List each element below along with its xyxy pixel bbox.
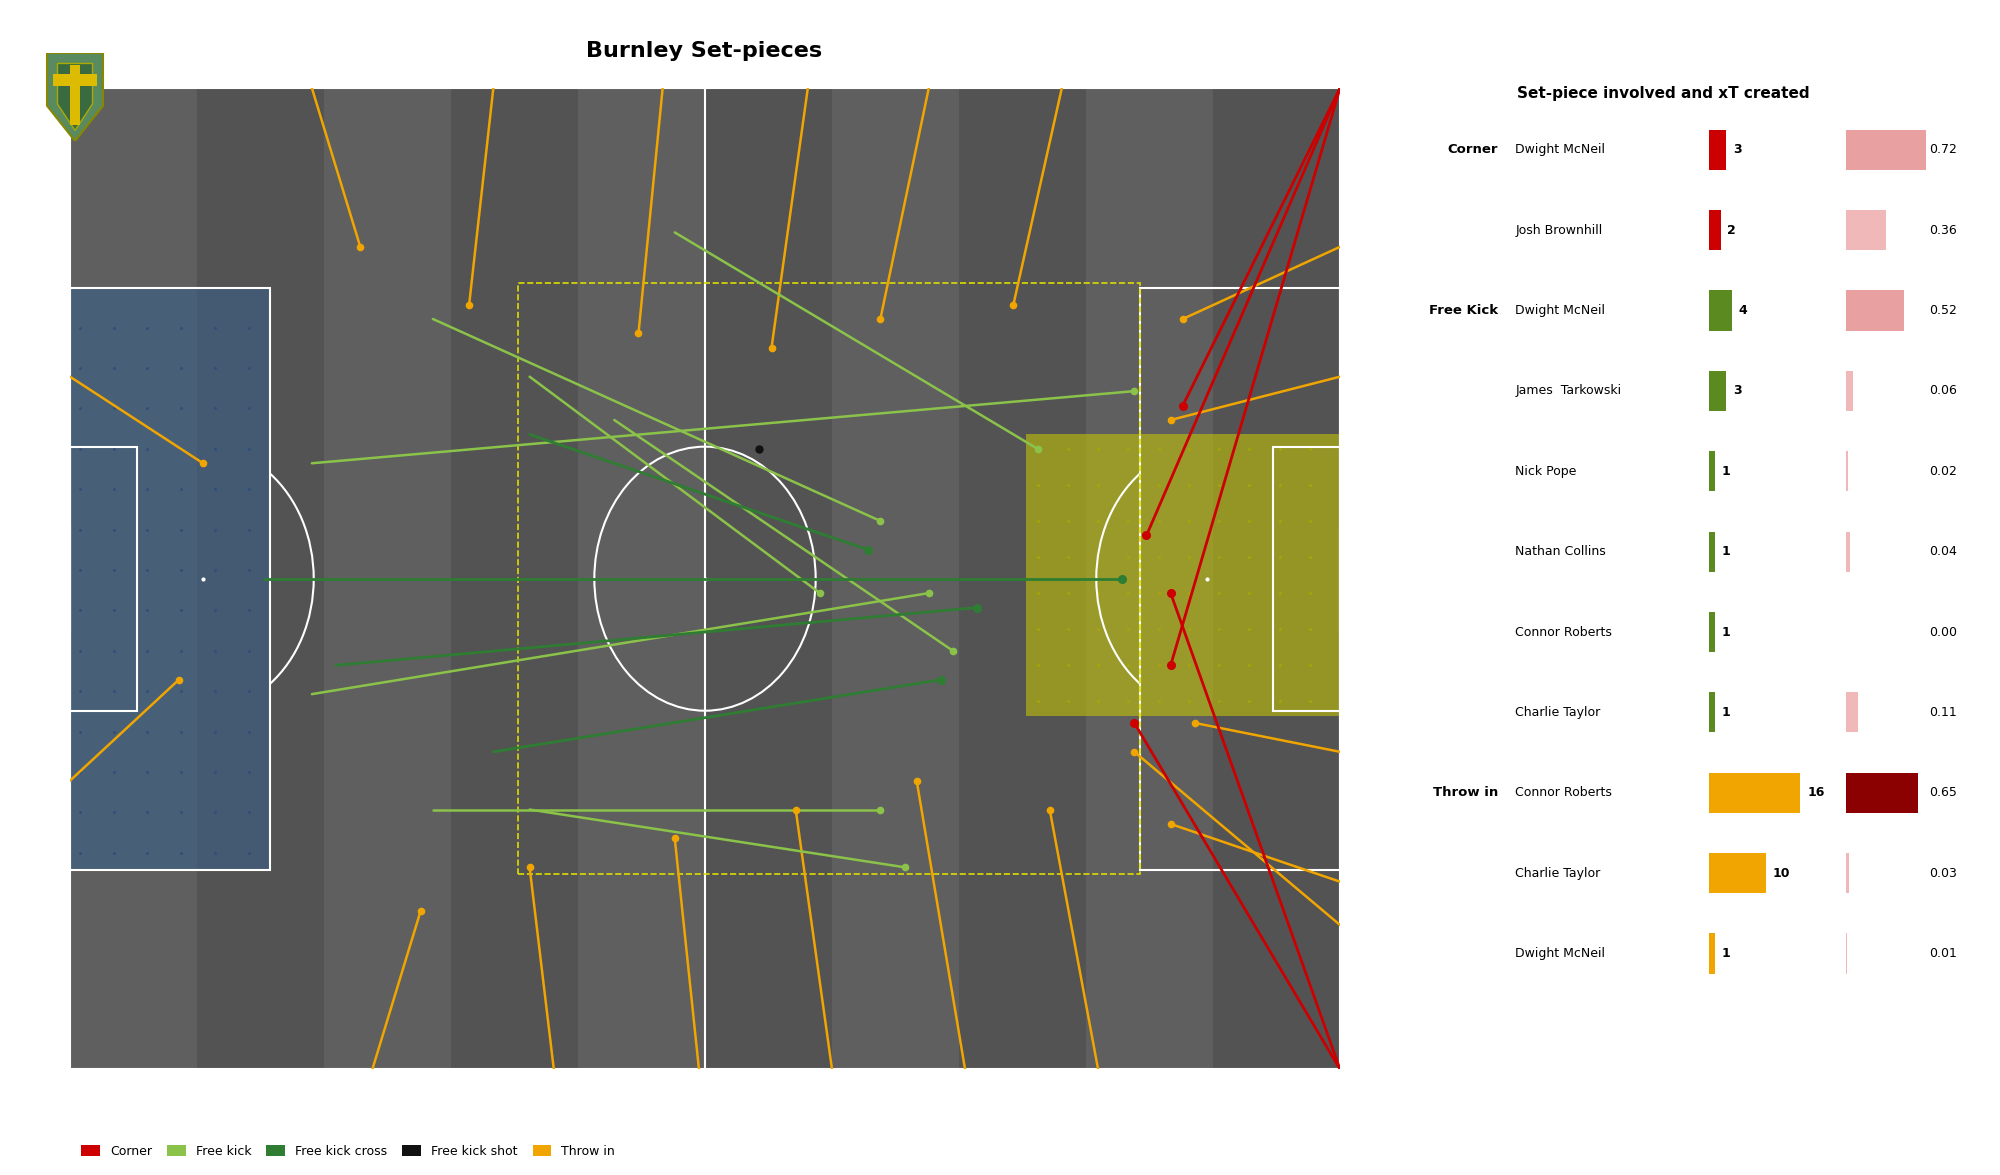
Bar: [1846, 129, 1926, 170]
Text: Charlie Taylor: Charlie Taylor: [1516, 867, 1600, 880]
Bar: [70, 66, 80, 126]
Text: 0.65: 0.65: [1930, 786, 1958, 799]
Bar: [1340, 526, 1364, 631]
Text: 0.36: 0.36: [1930, 223, 1958, 236]
Bar: [578, 88, 704, 1069]
Bar: [706, 88, 832, 1069]
Bar: [1086, 88, 1212, 1069]
Text: 1: 1: [1722, 947, 1730, 960]
Bar: [1846, 853, 1850, 893]
Polygon shape: [58, 63, 92, 130]
Bar: [1026, 435, 1340, 716]
Text: 10: 10: [1774, 867, 1790, 880]
Text: 3: 3: [1734, 143, 1742, 156]
Text: Nathan Collins: Nathan Collins: [1516, 545, 1606, 558]
Text: Connor Roberts: Connor Roberts: [1516, 625, 1612, 638]
Text: Dwight McNeil: Dwight McNeil: [1516, 143, 1606, 156]
Bar: [1710, 371, 1726, 411]
Text: 0.52: 0.52: [1930, 304, 1958, 317]
Bar: [1846, 451, 1848, 491]
Text: James  Tarkowski: James Tarkowski: [1516, 384, 1622, 397]
Bar: [1274, 446, 1340, 711]
Text: 1: 1: [1722, 545, 1730, 558]
Bar: [70, 288, 270, 870]
Bar: [70, 88, 196, 1069]
Bar: [1710, 773, 1800, 813]
Text: Charlie Taylor: Charlie Taylor: [1516, 706, 1600, 719]
Text: Connor Roberts: Connor Roberts: [1516, 786, 1612, 799]
Bar: [46, 526, 70, 631]
Text: 3: 3: [1734, 384, 1742, 397]
Text: Josh Brownhill: Josh Brownhill: [1516, 223, 1602, 236]
Text: 0.00: 0.00: [1930, 625, 1958, 638]
Bar: [52, 74, 98, 87]
Text: Throw in: Throw in: [1434, 786, 1498, 799]
Text: 0.01: 0.01: [1930, 947, 1958, 960]
Text: 2: 2: [1728, 223, 1736, 236]
Bar: [1710, 451, 1714, 491]
Bar: [1214, 88, 1340, 1069]
Bar: [452, 88, 578, 1069]
Text: 0.04: 0.04: [1930, 545, 1958, 558]
Bar: [1140, 288, 1340, 870]
Text: Corner: Corner: [1448, 143, 1498, 156]
Bar: [70, 288, 270, 870]
Bar: [1710, 612, 1714, 652]
Bar: [1846, 531, 1850, 572]
Bar: [196, 88, 324, 1069]
Text: 0.11: 0.11: [1930, 706, 1958, 719]
Bar: [1846, 371, 1852, 411]
Bar: [1710, 210, 1720, 250]
Polygon shape: [48, 53, 104, 141]
Bar: [1846, 210, 1886, 250]
Text: 0.72: 0.72: [1930, 143, 1958, 156]
Bar: [518, 283, 1140, 874]
Bar: [1846, 290, 1904, 330]
Text: 16: 16: [1808, 786, 1824, 799]
Text: Nick Pope: Nick Pope: [1516, 465, 1576, 478]
Bar: [1846, 692, 1858, 732]
Bar: [960, 88, 1086, 1069]
Text: 0.03: 0.03: [1930, 867, 1958, 880]
Text: 4: 4: [1738, 304, 1748, 317]
Text: Free Kick: Free Kick: [1430, 304, 1498, 317]
Bar: [70, 446, 136, 711]
Text: 0.02: 0.02: [1930, 465, 1958, 478]
Text: 1: 1: [1722, 465, 1730, 478]
Bar: [1710, 290, 1732, 330]
Text: Dwight McNeil: Dwight McNeil: [1516, 947, 1606, 960]
Bar: [1710, 129, 1726, 170]
Bar: [1710, 692, 1714, 732]
Bar: [324, 88, 452, 1069]
Text: 1: 1: [1722, 625, 1730, 638]
Bar: [1710, 933, 1714, 974]
Legend: Corner, Free kick, Free kick cross, Free kick shot, Throw in: Corner, Free kick, Free kick cross, Free…: [76, 1140, 620, 1163]
Bar: [1710, 531, 1714, 572]
Text: 0.06: 0.06: [1930, 384, 1958, 397]
Text: Burnley Set-pieces: Burnley Set-pieces: [586, 41, 822, 61]
Text: Dwight McNeil: Dwight McNeil: [1516, 304, 1606, 317]
Bar: [1846, 773, 1918, 813]
Bar: [1710, 853, 1766, 893]
Text: 1: 1: [1722, 706, 1730, 719]
Text: Set-piece involved and xT created: Set-piece involved and xT created: [1518, 87, 1810, 101]
Bar: [832, 88, 960, 1069]
